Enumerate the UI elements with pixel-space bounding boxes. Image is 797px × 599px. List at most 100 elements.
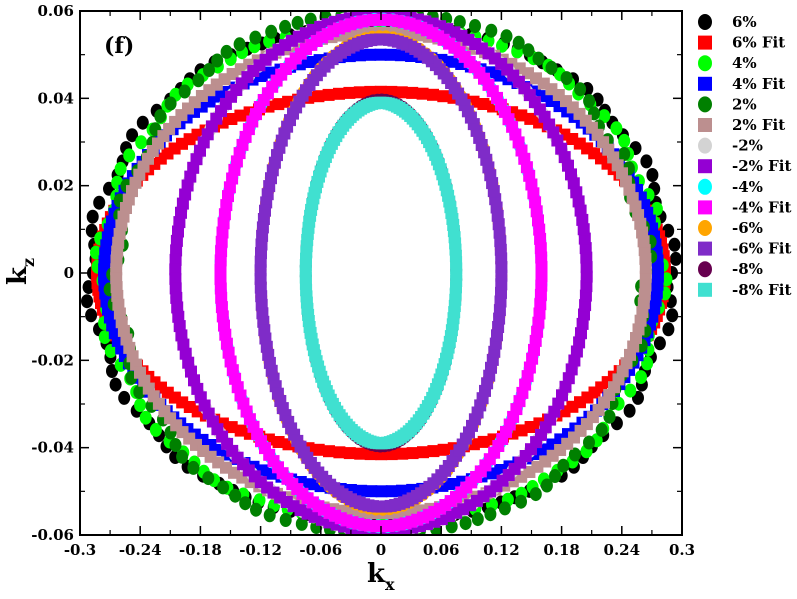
point (354, 447, 367, 460)
legend-label: 4% Fit (732, 75, 785, 93)
y-tick-label: 0 (64, 264, 74, 282)
point (445, 519, 458, 534)
point (229, 488, 242, 503)
point (249, 30, 262, 45)
point (335, 29, 348, 42)
y-axis-title-main: k (3, 266, 33, 285)
point (535, 270, 548, 283)
point (534, 298, 547, 311)
legend-label: 2% (732, 95, 757, 113)
point (133, 385, 146, 399)
x-tick-label: 0.18 (543, 541, 580, 559)
point (118, 350, 131, 362)
point (333, 446, 346, 459)
point (574, 82, 587, 97)
point (662, 322, 675, 337)
point (178, 84, 191, 99)
point (580, 280, 593, 293)
point (98, 255, 111, 268)
point (93, 195, 106, 210)
point (512, 35, 525, 50)
point (532, 51, 545, 66)
point (653, 336, 666, 351)
point (534, 242, 547, 255)
point (368, 97, 381, 110)
point (471, 512, 484, 527)
plot-series-layer (81, 11, 682, 535)
point (506, 106, 519, 119)
point (215, 235, 228, 248)
point (578, 232, 591, 245)
point (214, 273, 227, 286)
legend-label: -6% Fit (732, 240, 791, 258)
legend-label: -8% Fit (732, 281, 791, 299)
x-axis-title: kx (367, 559, 395, 594)
x-tick-label: 0 (376, 541, 386, 559)
y-axis-title: kz (3, 258, 38, 285)
point (243, 58, 256, 71)
point (294, 504, 307, 517)
legend-label: -2% (732, 137, 763, 155)
point (220, 199, 233, 212)
point (355, 484, 368, 497)
point (572, 195, 585, 208)
point (254, 281, 267, 294)
legend-marker (698, 76, 712, 91)
point (192, 73, 205, 88)
point (233, 37, 246, 52)
point (354, 49, 366, 62)
legend-label: -8% (732, 260, 763, 278)
point (86, 209, 99, 224)
legend-label: 6% Fit (732, 34, 785, 52)
point (117, 324, 130, 337)
point (211, 53, 224, 68)
point (568, 447, 581, 462)
legend-marker (698, 282, 712, 297)
legend-marker (698, 96, 712, 113)
point (394, 49, 407, 62)
series-9 (214, 13, 548, 533)
legend-marker (698, 241, 712, 256)
point (618, 133, 631, 148)
y-tick-label: 0.02 (37, 177, 74, 195)
point (218, 208, 231, 221)
point (574, 204, 587, 217)
point (534, 288, 547, 301)
point (106, 364, 118, 378)
point (595, 422, 608, 437)
point (579, 289, 592, 302)
legend-marker (698, 35, 712, 50)
point (234, 424, 247, 437)
y-tick-label: -0.04 (31, 439, 74, 457)
point (123, 148, 136, 163)
point (149, 422, 162, 437)
point (396, 484, 408, 497)
point (126, 128, 139, 143)
point (618, 147, 631, 161)
point (437, 443, 450, 456)
point (218, 319, 230, 332)
point (598, 109, 611, 124)
point (529, 487, 542, 502)
point (666, 308, 679, 323)
point (532, 316, 545, 329)
point (443, 510, 455, 523)
legend-label: 2% Fit (732, 116, 785, 134)
panel-label: (f) (104, 33, 134, 59)
point (215, 291, 228, 304)
y-tick-label: -0.02 (31, 351, 74, 369)
point (81, 294, 93, 309)
point (173, 320, 186, 333)
point (662, 223, 675, 238)
point (253, 101, 266, 113)
point (583, 435, 595, 450)
point (577, 223, 590, 236)
point (176, 449, 189, 464)
point (579, 299, 592, 312)
point (216, 310, 229, 323)
point (265, 24, 278, 39)
point (364, 48, 377, 61)
point (547, 126, 560, 139)
y-tick-label: 0.04 (37, 89, 74, 107)
point (635, 370, 647, 385)
